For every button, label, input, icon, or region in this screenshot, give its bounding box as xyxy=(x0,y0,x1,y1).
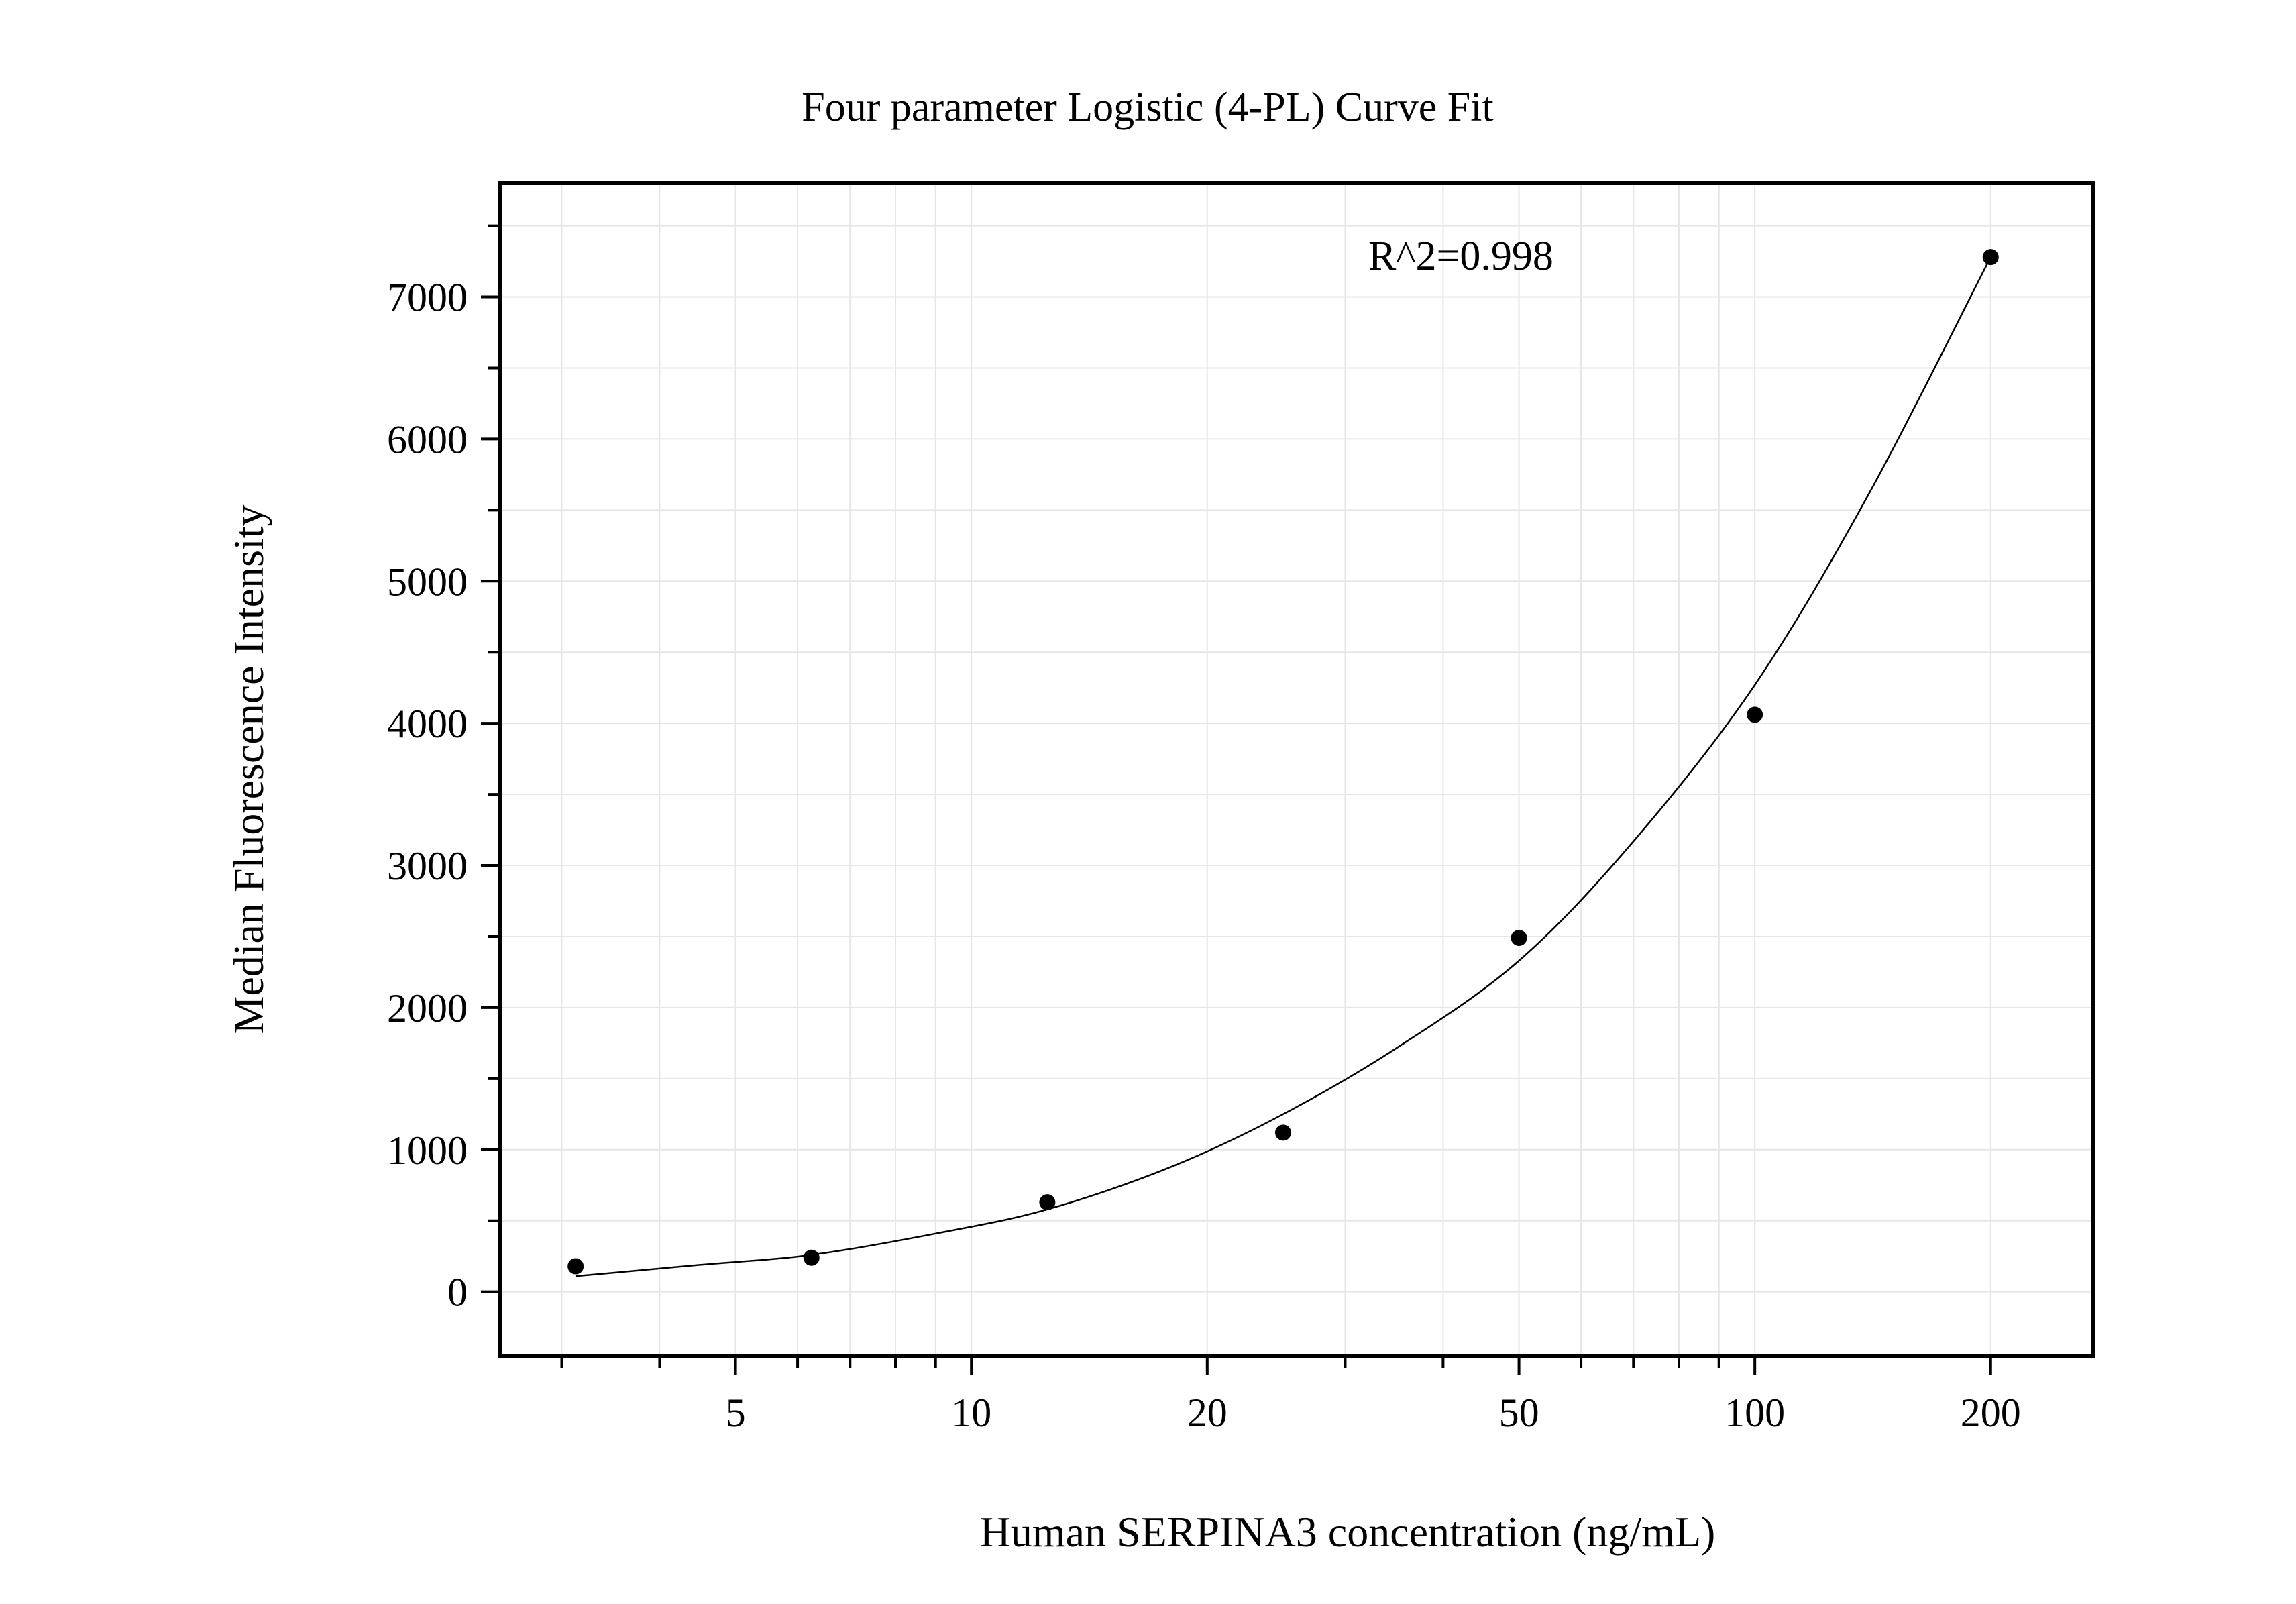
y-tick-label: 4000 xyxy=(387,702,468,746)
chart-title: Four parameter Logistic (4-PL) Curve Fit xyxy=(802,85,1493,130)
data-points xyxy=(567,249,1999,1275)
data-point xyxy=(567,1258,584,1275)
data-point xyxy=(1511,930,1527,947)
y-tick-label: 7000 xyxy=(387,276,468,320)
y-tick-label: 0 xyxy=(447,1271,468,1315)
data-point xyxy=(1982,249,1999,266)
data-point xyxy=(1039,1194,1056,1211)
grid xyxy=(500,183,2093,1356)
fit-curve xyxy=(576,256,1991,1277)
data-point xyxy=(803,1249,820,1266)
x-tick-label: 20 xyxy=(1187,1391,1227,1435)
y-tick-label: 1000 xyxy=(387,1128,468,1173)
r-squared-annotation: R^2=0.998 xyxy=(1368,233,1553,279)
y-ticks: 0 1000 2000 3000 4000 5000 6000 7000 xyxy=(387,224,500,1315)
plot-frame xyxy=(498,181,2095,1358)
y-tick-label: 6000 xyxy=(387,417,468,462)
x-tick-label: 200 xyxy=(1961,1391,2021,1435)
x-tick-label: 100 xyxy=(1725,1391,1785,1435)
x-tick-label: 50 xyxy=(1499,1391,1539,1435)
data-point xyxy=(1274,1124,1291,1141)
x-tick-label: 5 xyxy=(726,1391,746,1435)
x-tick-label: 10 xyxy=(951,1391,991,1435)
y-tick-label: 2000 xyxy=(387,986,468,1030)
data-point xyxy=(1747,706,1763,723)
x-ticks: 5 10 20 50 100 200 xyxy=(560,1356,2021,1435)
y-tick-label: 3000 xyxy=(387,844,468,888)
y-tick-label: 5000 xyxy=(387,559,468,604)
x-axis-title: Human SERPINA3 concentration (ng/mL) xyxy=(980,1508,1716,1556)
y-axis-title: Median Fluorescence Intensity xyxy=(225,504,272,1034)
